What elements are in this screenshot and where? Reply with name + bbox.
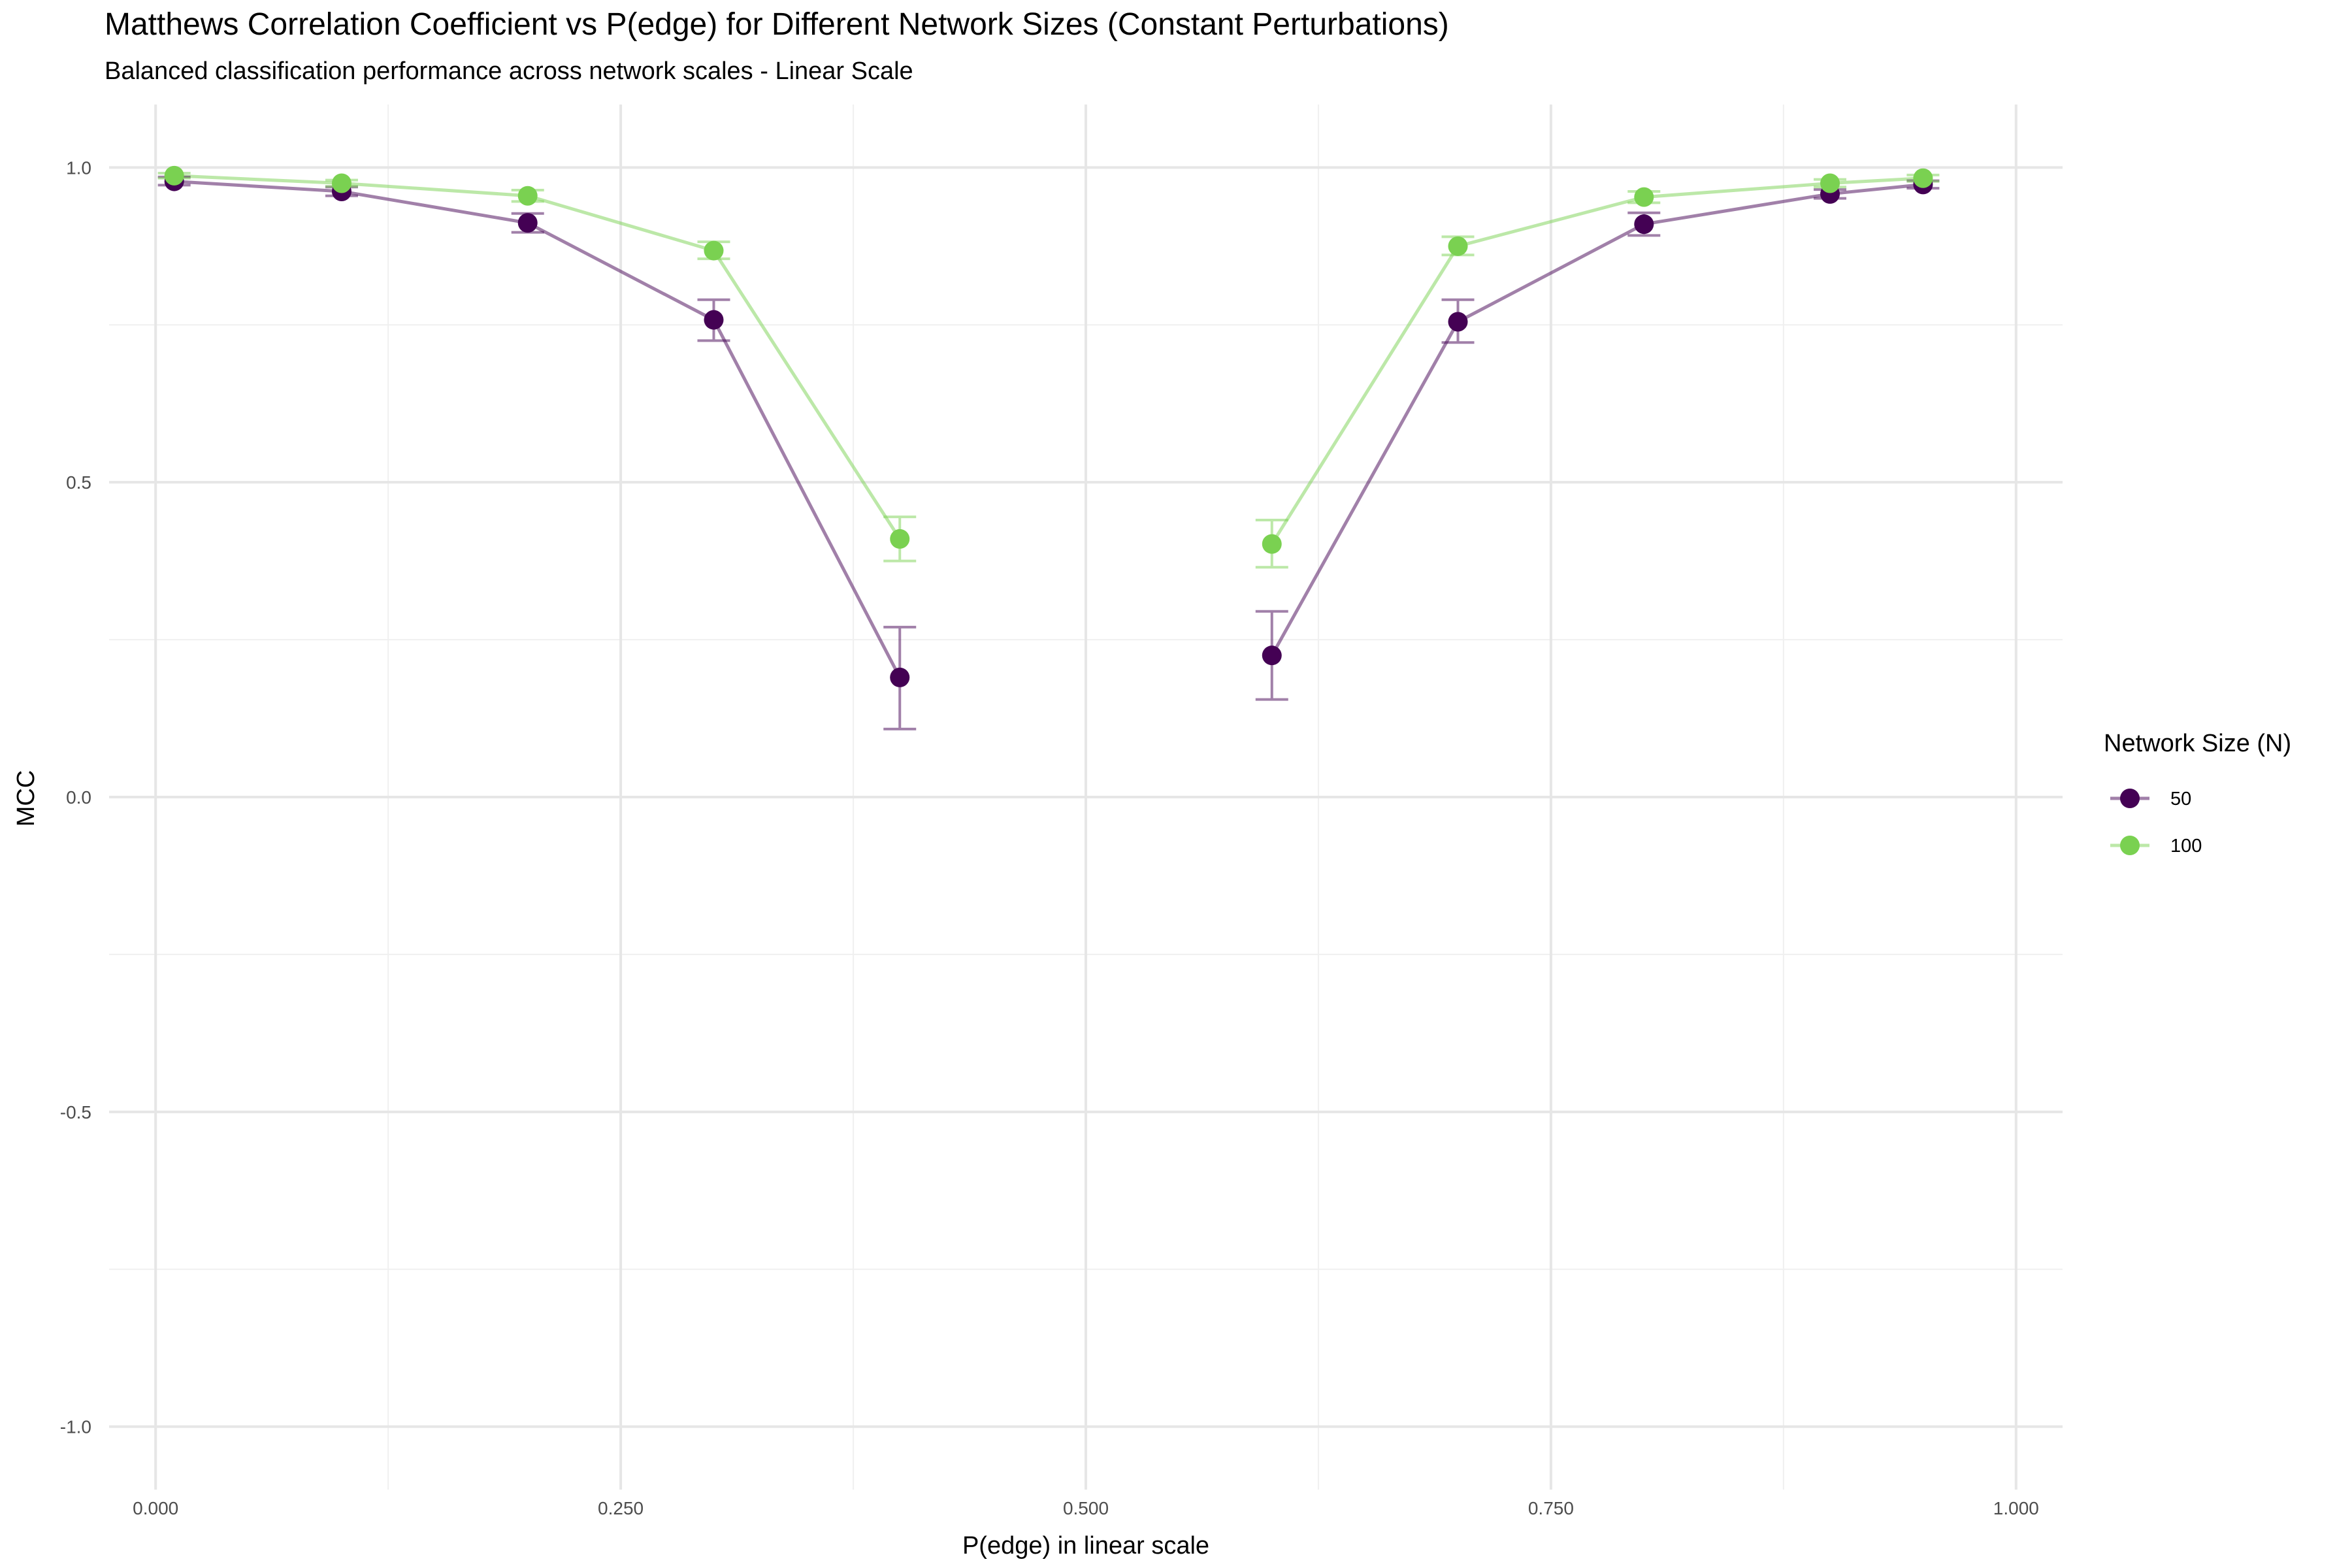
data-point-100 bbox=[1634, 187, 1654, 207]
data-point-100 bbox=[704, 240, 724, 261]
legend-key-marker-50 bbox=[2120, 789, 2140, 808]
data-points bbox=[164, 165, 1933, 687]
series-lines bbox=[174, 174, 1923, 679]
y-tick-label: 0.0 bbox=[66, 787, 91, 808]
data-point-50 bbox=[704, 310, 724, 330]
axis-ticks: 0.000 0.250 0.500 0.750 1.000 -1.0 -0.5 0.0 0.5 1… bbox=[60, 157, 2039, 1518]
x-axis-title: P(edge) in linear scale bbox=[962, 1532, 1209, 1560]
y-tick-label: 0.5 bbox=[66, 472, 91, 493]
legend-key-marker-100 bbox=[2120, 836, 2140, 855]
y-tick-label: -0.5 bbox=[60, 1102, 91, 1122]
grid bbox=[109, 105, 2063, 1490]
legend-title: Network Size (N) bbox=[2104, 730, 2291, 757]
legend-label-100: 100 bbox=[2170, 836, 2202, 857]
data-point-100 bbox=[1913, 168, 1933, 188]
series-line-50 bbox=[174, 180, 902, 679]
legend-label-50: 50 bbox=[2170, 789, 2191, 809]
x-tick-label: 0.500 bbox=[1063, 1498, 1109, 1518]
series-line-100 bbox=[174, 174, 902, 540]
chart-subtitle: Balanced classification performance acro… bbox=[105, 57, 913, 85]
error-bars bbox=[157, 172, 1940, 730]
legend-items: 50 100 bbox=[2110, 789, 2202, 857]
data-point-50 bbox=[517, 213, 538, 233]
series-line-50 bbox=[1270, 182, 1923, 657]
data-point-50 bbox=[1262, 645, 1282, 666]
legend: Network Size (N) 50 100 bbox=[2104, 730, 2291, 857]
y-tick-label: -1.0 bbox=[60, 1417, 91, 1437]
x-tick-label: 0.000 bbox=[133, 1498, 178, 1518]
chart-title: Matthews Correlation Coefficient vs P(ed… bbox=[105, 7, 1449, 42]
data-point-100 bbox=[331, 173, 351, 193]
data-point-100 bbox=[1448, 236, 1468, 256]
x-tick-label: 1.000 bbox=[1993, 1498, 2039, 1518]
data-point-50 bbox=[1634, 214, 1654, 235]
data-point-100 bbox=[1820, 173, 1840, 193]
x-tick-label: 0.250 bbox=[598, 1498, 644, 1518]
y-tick-label: 1.0 bbox=[66, 157, 91, 178]
series-line-100 bbox=[1270, 176, 1923, 545]
data-point-50 bbox=[890, 667, 910, 687]
series bbox=[157, 165, 1940, 730]
data-point-50 bbox=[1448, 312, 1468, 332]
data-point-100 bbox=[517, 186, 538, 206]
data-point-100 bbox=[164, 165, 184, 186]
data-point-100 bbox=[1262, 534, 1282, 554]
x-tick-label: 0.750 bbox=[1528, 1498, 1574, 1518]
y-axis-title: MCC bbox=[12, 770, 40, 827]
data-point-100 bbox=[890, 529, 910, 549]
